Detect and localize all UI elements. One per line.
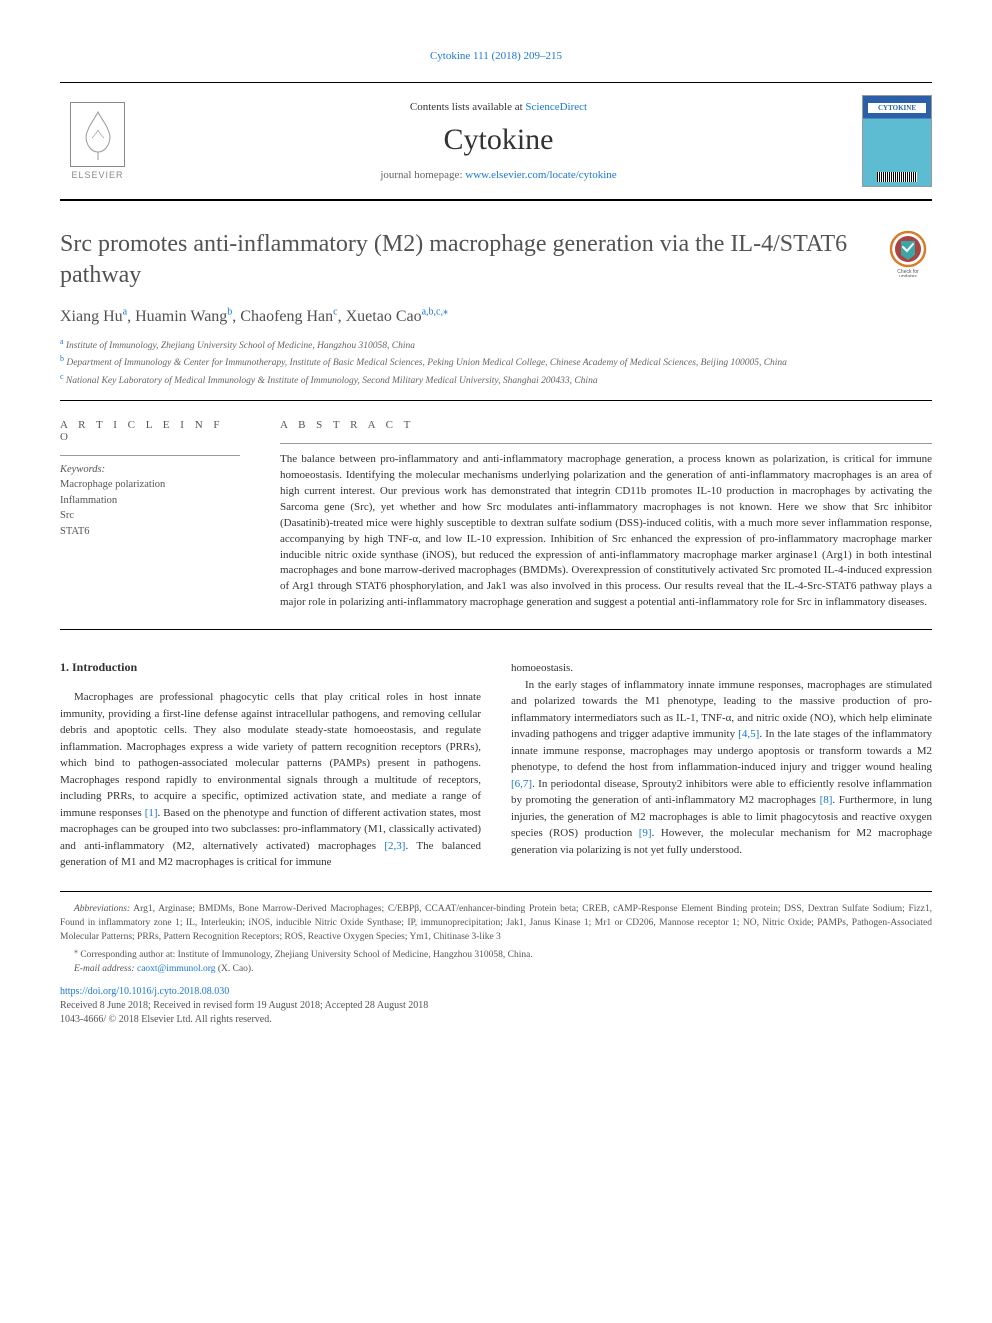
corresponding-mark: ⁎	[443, 306, 448, 317]
affiliation-a: Institute of Immunology, Zhejiang Univer…	[66, 341, 415, 351]
intro-para-2: In the early stages of inflammatory inna…	[511, 677, 932, 859]
journal-name: Cytokine	[135, 123, 862, 157]
abbreviations-footnote: Abbreviations: Arg1, Arginase; BMDMs, Bo…	[60, 902, 932, 945]
check-updates-badge[interactable]: Check for updates	[884, 229, 932, 277]
abstract-text: The balance between pro-inflammatory and…	[280, 452, 932, 611]
article-info-label: A R T I C L E I N F O	[60, 419, 240, 445]
keywords-label: Keywords:	[60, 464, 240, 475]
ref-45-link[interactable]: [4,5]	[738, 728, 759, 740]
affiliations-block: a Institute of Immunology, Zhejiang Univ…	[60, 336, 932, 401]
contents-prefix: Contents lists available at	[410, 101, 525, 113]
intro-heading: 1. Introduction	[60, 660, 481, 675]
abstract-label: A B S T R A C T	[280, 419, 932, 433]
abbrev-label: Abbreviations:	[74, 904, 130, 914]
email-label: E-mail address:	[74, 964, 137, 974]
ref-23-link[interactable]: [2,3]	[384, 840, 405, 852]
homepage-link[interactable]: www.elsevier.com/locate/cytokine	[465, 169, 616, 181]
abbrev-text: Arg1, Arginase; BMDMs, Bone Marrow-Deriv…	[60, 904, 932, 943]
keyword-item: Inflammation	[60, 493, 240, 509]
corr-text: Corresponding author at: Institute of Im…	[78, 950, 533, 960]
ref-1-link[interactable]: [1]	[145, 807, 158, 819]
intro-para-1: Macrophages are professional phagocytic …	[60, 689, 481, 871]
sciencedirect-link[interactable]: ScienceDirect	[525, 101, 587, 113]
ref-9-link[interactable]: [9]	[639, 827, 652, 839]
footnote-section: Abbreviations: Arg1, Arginase; BMDMs, Bo…	[60, 891, 932, 1027]
article-info-column: A R T I C L E I N F O Keywords: Macropha…	[60, 401, 260, 629]
keyword-item: Src	[60, 508, 240, 524]
elsevier-wordmark: ELSEVIER	[71, 170, 123, 180]
email-suffix: (X. Cao).	[215, 964, 253, 974]
email-link[interactable]: caoxt@immunol.org	[137, 964, 216, 974]
ref-67-link[interactable]: [6,7]	[511, 778, 532, 790]
authors-line: Xiang Hua, Huamin Wangb, Chaofeng Hanc, …	[60, 306, 932, 325]
body-left-column: 1. Introduction Macrophages are professi…	[60, 660, 481, 871]
affiliation-b: Department of Immunology & Center for Im…	[66, 358, 787, 368]
journal-cover-thumbnail: CYTOKINE	[862, 95, 932, 187]
journal-cover-title: CYTOKINE	[867, 102, 927, 114]
article-title: Src promotes anti-inflammatory (M2) macr…	[60, 229, 864, 291]
intro-para-1-cont: homoeostasis.	[511, 660, 932, 677]
keyword-item: STAT6	[60, 524, 240, 540]
received-dates: Received 8 June 2018; Received in revise…	[60, 999, 932, 1013]
keywords-list: Macrophage polarizationInflammationSrcST…	[60, 477, 240, 540]
abstract-column: A B S T R A C T The balance between pro-…	[260, 401, 932, 629]
journal-homepage: journal homepage: www.elsevier.com/locat…	[135, 169, 862, 181]
doi-anchor[interactable]: https://doi.org/10.1016/j.cyto.2018.08.0…	[60, 986, 229, 997]
keyword-item: Macrophage polarization	[60, 477, 240, 493]
p1a: Macrophages are professional phagocytic …	[60, 691, 481, 819]
contents-available: Contents lists available at ScienceDirec…	[135, 101, 862, 113]
doi-link[interactable]: https://doi.org/10.1016/j.cyto.2018.08.0…	[60, 984, 932, 999]
copyright-line: 1043-4666/ © 2018 Elsevier Ltd. All righ…	[60, 1013, 932, 1027]
svg-text:updates: updates	[899, 274, 917, 277]
citation-header: Cytokine 111 (2018) 209–215	[60, 50, 932, 62]
elsevier-logo: ELSEVIER	[60, 99, 135, 184]
affiliation-c: National Key Laboratory of Medical Immun…	[66, 376, 598, 386]
body-columns: 1. Introduction Macrophages are professi…	[60, 660, 932, 871]
email-footnote: E-mail address: caoxt@immunol.org (X. Ca…	[60, 962, 932, 976]
elsevier-tree-icon	[70, 102, 125, 167]
homepage-prefix: journal homepage:	[380, 169, 465, 181]
body-right-column: homoeostasis. In the early stages of inf…	[511, 660, 932, 871]
barcode-icon	[877, 172, 917, 182]
corresponding-footnote: ⁎ Corresponding author at: Institute of …	[60, 945, 932, 962]
ref-8-link[interactable]: [8]	[820, 794, 833, 806]
journal-header: ELSEVIER Contents lists available at Sci…	[60, 82, 932, 201]
